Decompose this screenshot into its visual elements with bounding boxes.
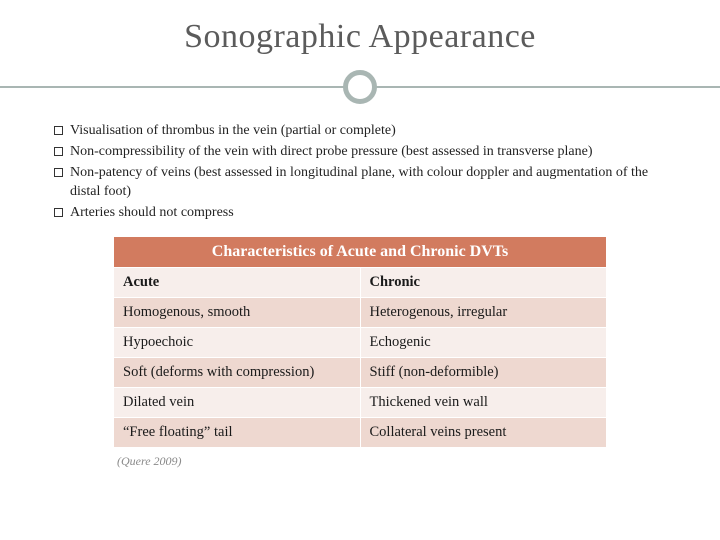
bullet-text: Visualisation of thrombus in the vein (p… bbox=[70, 122, 666, 140]
bullet-text: Non-compressibility of the vein with dir… bbox=[70, 143, 666, 161]
col-chronic: Chronic bbox=[360, 267, 607, 297]
checkbox-icon bbox=[54, 147, 63, 156]
cell: Thickened vein wall bbox=[360, 387, 607, 417]
citation-text: (Quere 2009) bbox=[117, 454, 607, 469]
bullet-list: Visualisation of thrombus in the vein (p… bbox=[48, 122, 672, 222]
list-item: Visualisation of thrombus in the vein (p… bbox=[54, 122, 666, 140]
table-row: Dilated vein Thickened vein wall bbox=[114, 387, 607, 417]
table-header: Characteristics of Acute and Chronic DVT… bbox=[114, 236, 607, 267]
table-row: Hypoechoic Echogenic bbox=[114, 327, 607, 357]
cell: Collateral veins present bbox=[360, 417, 607, 447]
cell: Dilated vein bbox=[114, 387, 361, 417]
characteristics-table: Characteristics of Acute and Chronic DVT… bbox=[113, 236, 607, 448]
list-item: Non-patency of veins (best assessed in l… bbox=[54, 164, 666, 200]
cell: “Free floating” tail bbox=[114, 417, 361, 447]
table-header-row: Characteristics of Acute and Chronic DVT… bbox=[114, 236, 607, 267]
list-item: Arteries should not compress bbox=[54, 204, 666, 222]
checkbox-icon bbox=[54, 126, 63, 135]
table-row: Homogenous, smooth Heterogenous, irregul… bbox=[114, 297, 607, 327]
checkbox-icon bbox=[54, 208, 63, 217]
table-subhead-row: Acute Chronic bbox=[114, 267, 607, 297]
cell: Soft (deforms with compression) bbox=[114, 357, 361, 387]
cell: Heterogenous, irregular bbox=[360, 297, 607, 327]
title-divider bbox=[48, 62, 672, 112]
cell: Echogenic bbox=[360, 327, 607, 357]
table-row: Soft (deforms with compression) Stiff (n… bbox=[114, 357, 607, 387]
cell: Stiff (non-deformible) bbox=[360, 357, 607, 387]
table-row: “Free floating” tail Collateral veins pr… bbox=[114, 417, 607, 447]
bullet-text: Non-patency of veins (best assessed in l… bbox=[70, 164, 666, 200]
slide-title: Sonographic Appearance bbox=[48, 18, 672, 56]
list-item: Non-compressibility of the vein with dir… bbox=[54, 143, 666, 161]
slide-container: Sonographic Appearance Visualisation of … bbox=[0, 0, 720, 540]
col-acute: Acute bbox=[114, 267, 361, 297]
divider-circle-icon bbox=[343, 70, 377, 104]
cell: Homogenous, smooth bbox=[114, 297, 361, 327]
cell: Hypoechoic bbox=[114, 327, 361, 357]
characteristics-table-wrap: Characteristics of Acute and Chronic DVT… bbox=[113, 236, 607, 469]
bullet-text: Arteries should not compress bbox=[70, 204, 666, 222]
checkbox-icon bbox=[54, 168, 63, 177]
